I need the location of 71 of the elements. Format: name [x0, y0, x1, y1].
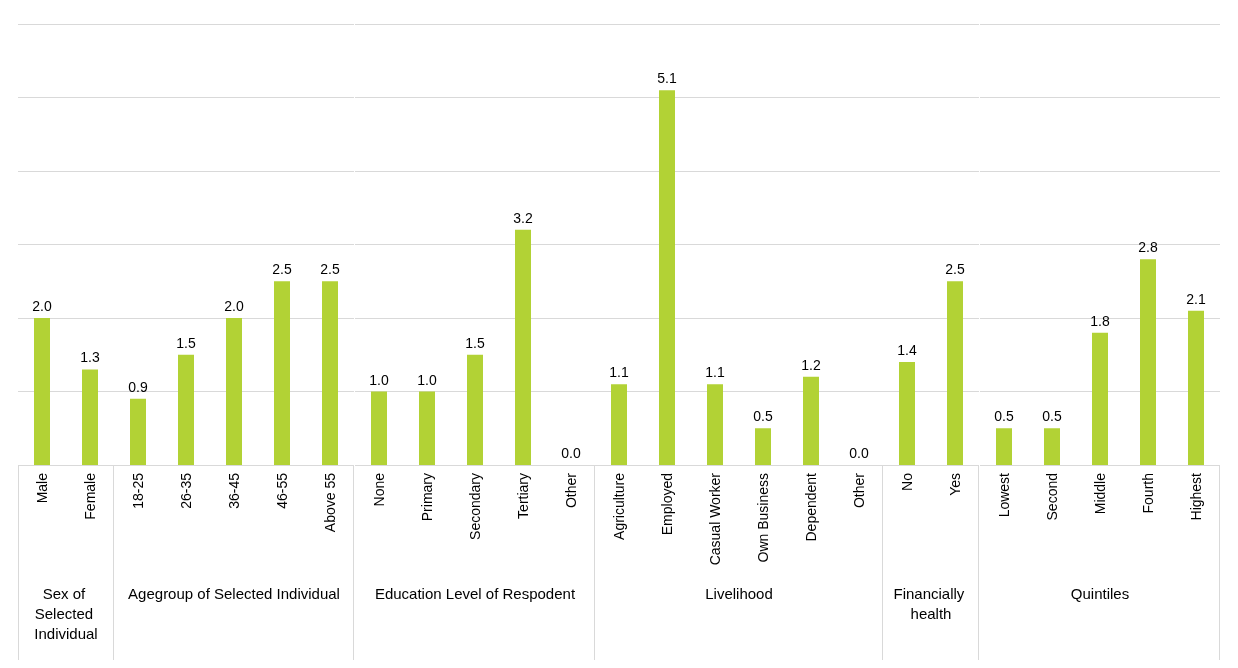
x-tick-label: Casual Worker: [706, 472, 723, 566]
x-tick-label: Dependent: [802, 472, 819, 542]
x-tick-label: Agriculture: [610, 472, 627, 540]
bar: [1091, 332, 1108, 465]
data-label: 2.0: [32, 298, 52, 314]
data-label: 1.0: [416, 371, 437, 388]
data-label: 1.0: [368, 371, 389, 388]
bar: [178, 354, 195, 465]
data-label: 2.5: [320, 261, 341, 278]
data-label: 2.1: [1185, 290, 1206, 307]
bar: [322, 281, 339, 465]
x-tick-label: 46-55: [274, 472, 291, 509]
x-axis-title: Quintiles: [1070, 584, 1129, 602]
data-label: 3.2: [512, 209, 533, 226]
data-label: 5.1: [657, 70, 677, 87]
bar: [130, 398, 147, 465]
bar: [1187, 310, 1204, 465]
data-label: 0.0: [560, 445, 581, 461]
x-tick-label: Highest: [1187, 472, 1204, 521]
x-tick-label: Tertiary: [514, 473, 531, 519]
data-label: 2.5: [272, 261, 293, 278]
x-tick-label: 26-35: [178, 472, 195, 509]
x-tick-label: Male: [34, 472, 50, 504]
x-axis-title: Agegroup of Selected Individual: [128, 584, 341, 602]
data-label: 0.5: [993, 408, 1014, 425]
x-tick-label: Secondary: [466, 473, 483, 540]
x-tick-label: Employed: [658, 473, 675, 536]
x-tick-label: Fourth: [1139, 473, 1156, 514]
x-tick-label: Primary: [418, 473, 435, 522]
data-label: 0.5: [1041, 408, 1062, 425]
bar: [995, 428, 1012, 465]
x-tick-label: Lowest: [995, 472, 1012, 518]
data-label: 1.1: [705, 364, 725, 381]
x-tick-label: No: [899, 472, 916, 491]
data-label: 0.9: [128, 378, 149, 395]
x-tick-label: Second: [1043, 473, 1060, 521]
bar: [658, 90, 675, 465]
data-label: 1.3: [80, 349, 100, 366]
bar: [706, 384, 723, 465]
data-label: 1.1: [609, 364, 629, 381]
data-label: 2.5: [945, 261, 966, 278]
x-tick-label: None: [370, 472, 387, 507]
x-axis-title: Sex of Selected Individual: [34, 584, 98, 642]
bar: [610, 384, 627, 465]
data-label: 1.2: [801, 356, 821, 373]
bar: [226, 318, 243, 465]
bar: [802, 376, 819, 465]
bar: [274, 281, 291, 465]
x-tick-label: Female: [82, 472, 98, 520]
bar: [1043, 428, 1060, 465]
data-label: 2.8: [1137, 239, 1158, 256]
x-tick-label: 18-25: [130, 472, 147, 509]
data-label: 1.4: [897, 342, 918, 359]
data-label: 1.5: [464, 334, 485, 351]
x-tick-label: Middle: [1091, 472, 1108, 515]
bar: [1139, 259, 1156, 465]
x-axis-title: Financially health: [893, 584, 969, 622]
x-tick-label: 36-45: [226, 472, 243, 509]
x-tick-label: Yes: [947, 473, 964, 496]
data-label: 1.8: [1089, 312, 1110, 329]
x-axis-title: Education Level of Respodent: [374, 584, 576, 602]
x-tick-label: Other: [850, 472, 867, 509]
bar: [754, 428, 771, 465]
x-tick-label: Own Business: [754, 473, 771, 563]
x-axis-title: Livelihood: [705, 584, 773, 602]
data-label: 1.5: [176, 334, 197, 351]
x-tick-label: Above 55: [322, 472, 339, 533]
data-label: 0.0: [849, 445, 869, 461]
data-label: 2.0: [224, 298, 245, 314]
x-tick-label: Other: [562, 472, 579, 509]
data-label: 0.5: [753, 408, 773, 425]
